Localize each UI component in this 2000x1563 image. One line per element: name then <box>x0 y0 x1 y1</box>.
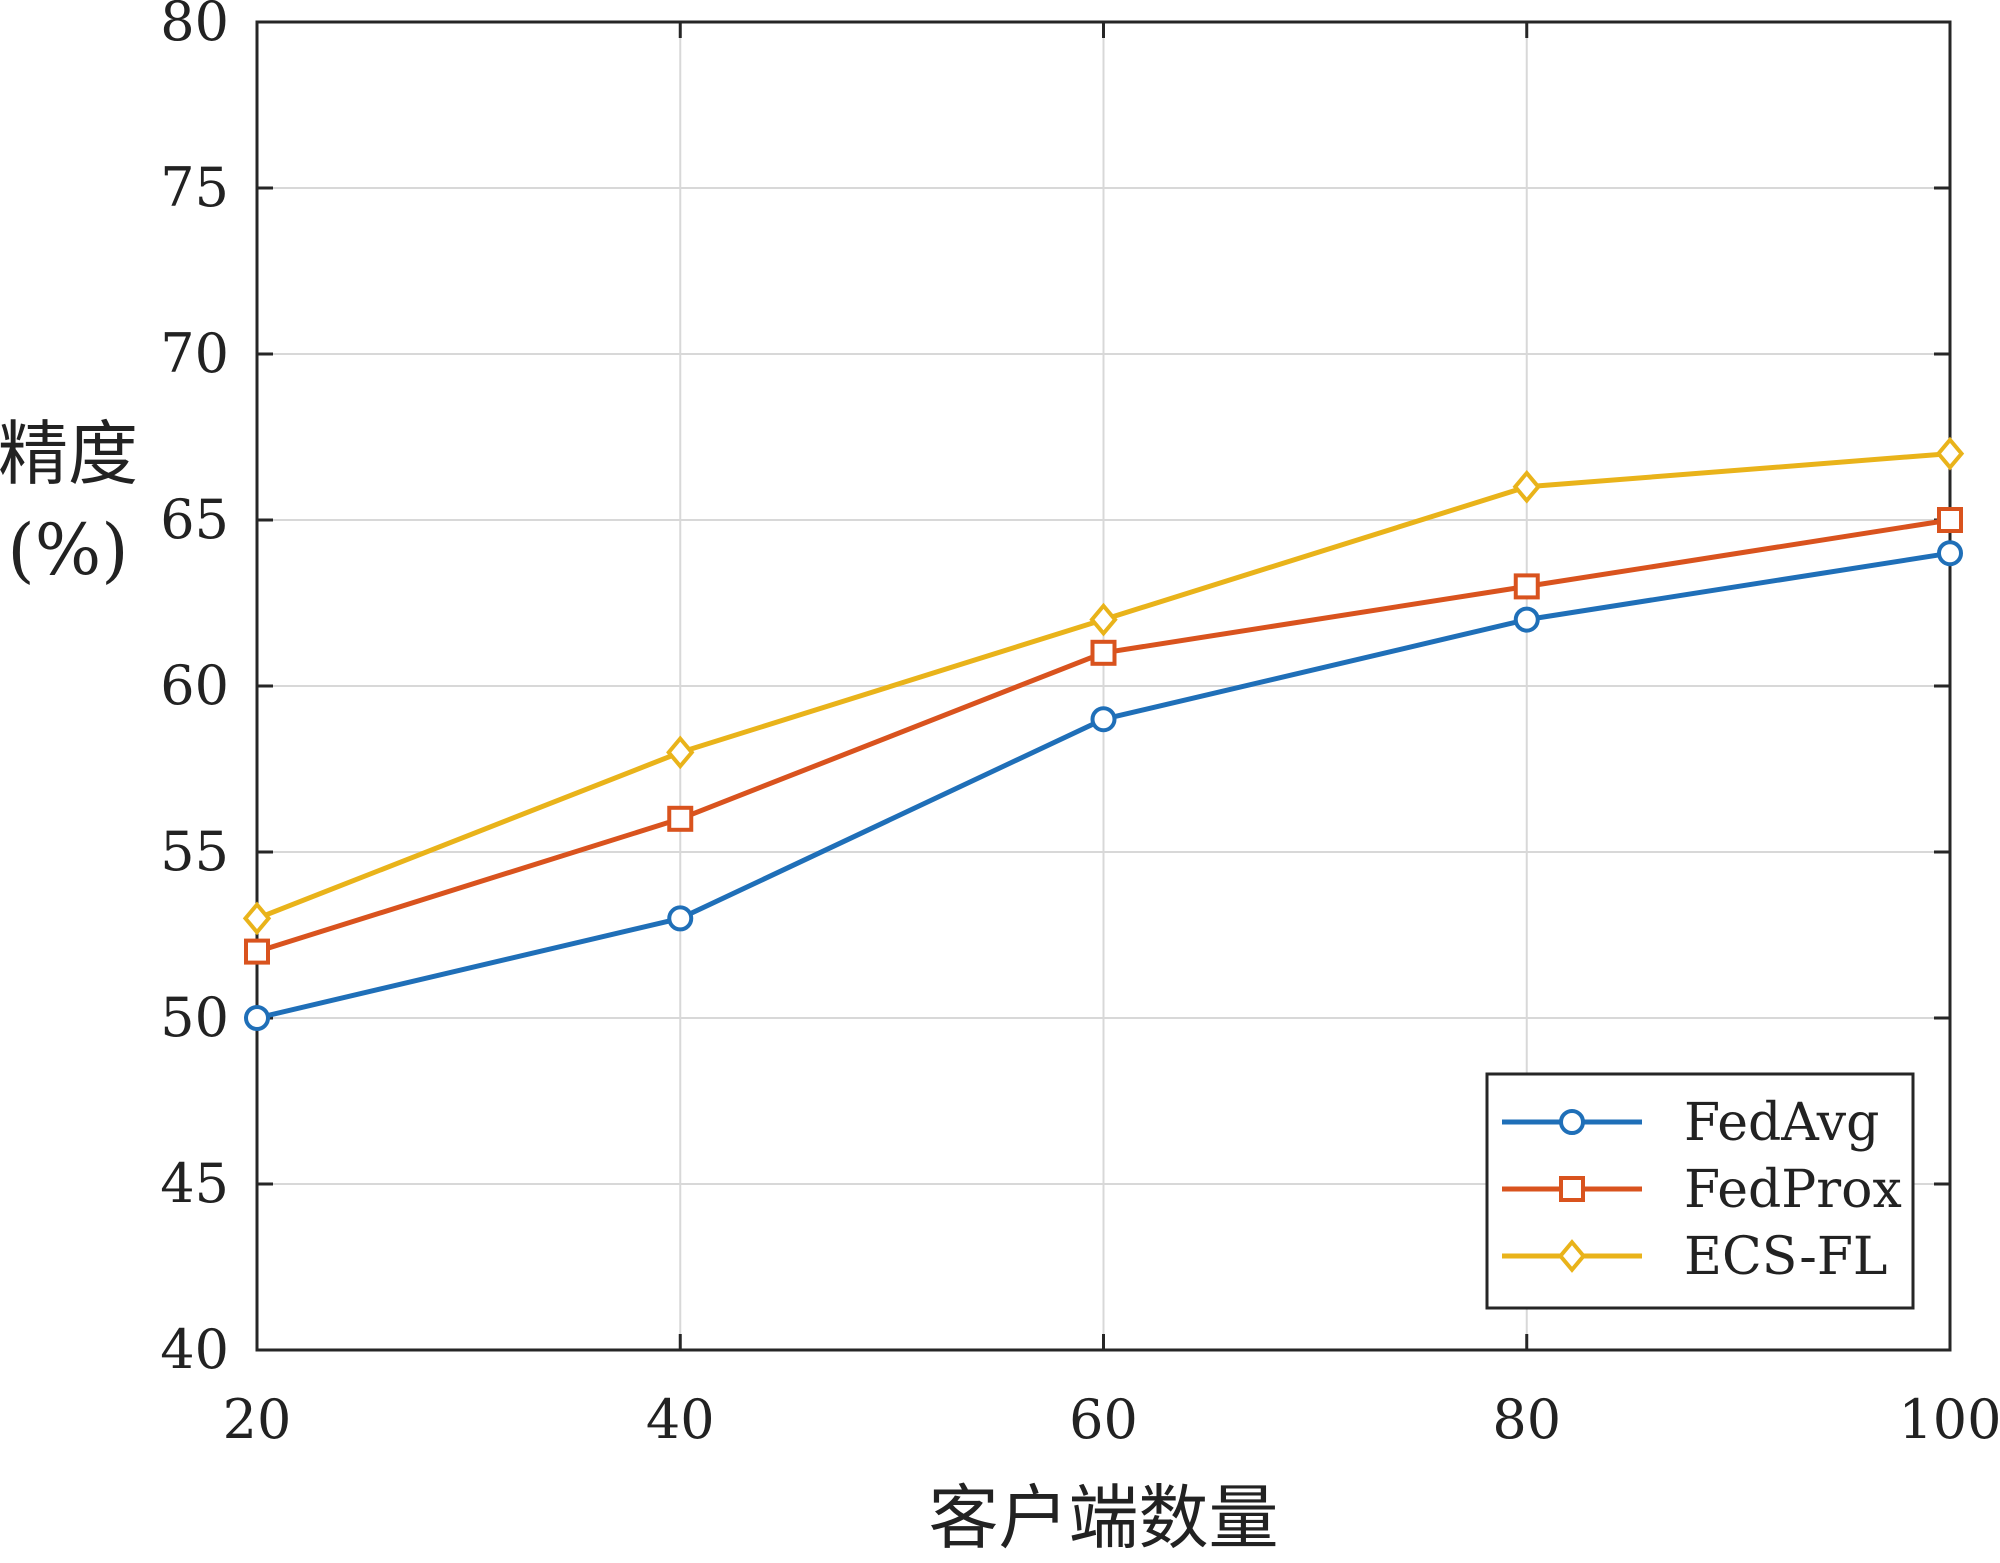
data-point <box>1937 507 1963 533</box>
x-tick-label: 60 <box>1069 1388 1138 1451</box>
data-point <box>667 905 694 932</box>
y-axis-title: 精度 (%) <box>0 413 138 591</box>
legend-label: FedProx <box>1684 1160 1902 1220</box>
labels-layer: 客户端数量 精度 (%) <box>0 413 1279 1559</box>
y-axis-title-line: (%) <box>7 509 128 591</box>
y-tick-label: 60 <box>160 654 229 717</box>
data-point <box>244 938 270 965</box>
data-point <box>242 901 272 936</box>
legend-label: ECS-FL <box>1684 1227 1887 1287</box>
data-point <box>1935 436 1965 471</box>
y-axis-title-line: 精度 <box>0 413 138 495</box>
y-tick-label: 75 <box>160 156 229 219</box>
y-tick-label: 40 <box>160 1318 229 1381</box>
legend-item: FedAvg <box>1502 1093 1879 1153</box>
legend-item: ECS-FL <box>1502 1227 1887 1287</box>
x-tick-label: 20 <box>223 1388 292 1451</box>
data-point <box>1937 540 1963 567</box>
axes-layer: 20 40 60 80 100 40 45 50 55 60 65 70 75 80 <box>160 0 2000 1451</box>
x-axis-title: 客户端数量 <box>929 1477 1279 1559</box>
series-layer <box>242 436 1965 1031</box>
data-point <box>1559 1109 1585 1135</box>
x-tick-label: 80 <box>1492 1388 1561 1451</box>
y-tick-label: 50 <box>160 986 229 1049</box>
x-tick-label: 40 <box>646 1388 715 1451</box>
y-tick-label: 80 <box>160 0 229 53</box>
series-fedavg <box>244 540 1963 1031</box>
data-point <box>1559 1176 1585 1202</box>
data-point <box>667 805 694 832</box>
data-point <box>244 1005 270 1031</box>
data-point <box>1513 606 1540 633</box>
data-point <box>1089 602 1118 637</box>
data-point <box>1090 639 1117 666</box>
y-tick-label: 65 <box>160 488 229 551</box>
series-fedprox <box>244 507 1963 965</box>
y-tick-label: 45 <box>160 1152 229 1215</box>
legend-item: FedProx <box>1502 1160 1902 1220</box>
legend: FedAvg FedProx ECS-FL <box>1485 1072 1915 1310</box>
data-point <box>1090 706 1117 733</box>
data-point <box>666 735 695 770</box>
data-point <box>1513 573 1540 600</box>
y-tick-label: 55 <box>160 820 229 883</box>
data-point <box>1512 469 1541 504</box>
data-point <box>1557 1239 1587 1273</box>
y-tick-label: 70 <box>160 322 229 385</box>
x-tick-label: 100 <box>1898 1388 2000 1451</box>
series-ecs-fl <box>242 436 1965 936</box>
legend-label: FedAvg <box>1684 1093 1879 1153</box>
